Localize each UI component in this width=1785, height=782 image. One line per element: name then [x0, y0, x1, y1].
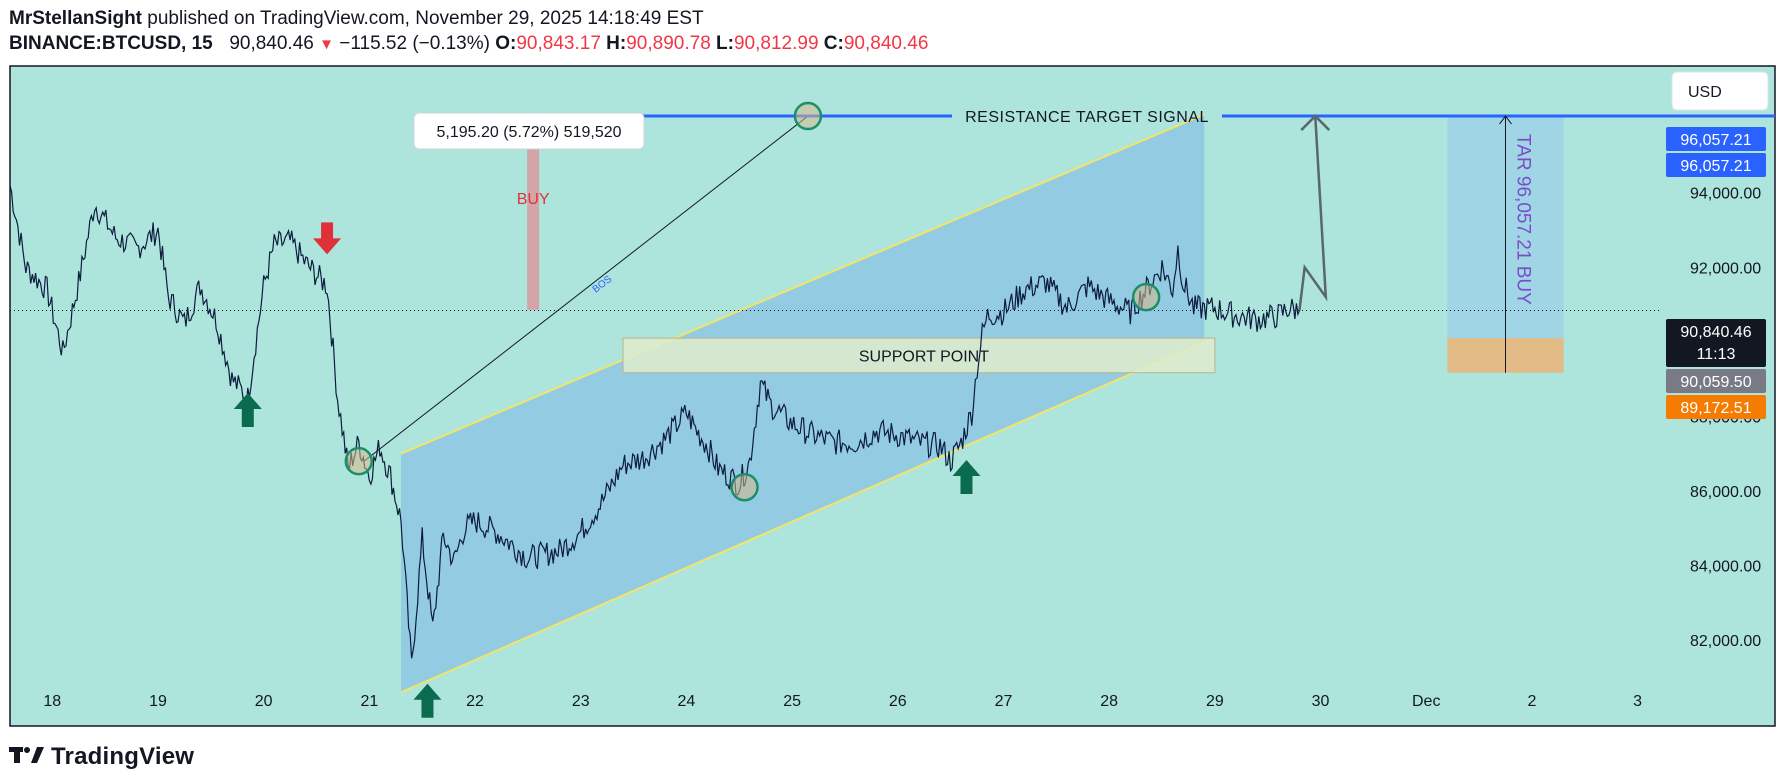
- ascending-channel[interactable]: [401, 114, 1205, 693]
- x-tick-label: 26: [889, 693, 907, 710]
- target-arrowhead: [1499, 115, 1512, 125]
- price-label-1[interactable]: [1666, 127, 1766, 151]
- x-tick-label: 19: [149, 693, 167, 710]
- x-tick-label: 22: [466, 693, 484, 710]
- x-tick-label: 21: [360, 693, 378, 710]
- countdown-text: 11:13: [1697, 346, 1736, 363]
- measure-tooltip: [413, 112, 645, 150]
- price-series-line[interactable]: [9, 185, 1300, 659]
- low-label: L:: [716, 33, 734, 54]
- high-value: 90,890.78: [626, 33, 711, 54]
- x-tick-label: 27: [995, 693, 1013, 710]
- measure-tooltip-text: 5,195.20 (5.72%) 519,520: [436, 124, 621, 141]
- resistance-label: RESISTANCE TARGET SIGNAL: [965, 109, 1209, 126]
- x-tick-label: 23: [572, 693, 590, 710]
- price-label-2[interactable]: [1666, 153, 1766, 177]
- projection-path[interactable]: [1298, 115, 1328, 311]
- up-arrow-icon-0[interactable]: [233, 392, 262, 427]
- up-arrow-icon-1[interactable]: [413, 683, 442, 718]
- bos-line[interactable]: [363, 115, 809, 462]
- symbol-legend: BINANCE:BTCUSD, 15 90,840.46 ▼ −115.52 (…: [9, 33, 928, 55]
- down-arrow-icon-0[interactable]: [313, 222, 342, 255]
- x-tick-label: 30: [1312, 693, 1330, 710]
- swing-circle-3[interactable]: [1131, 282, 1161, 312]
- low-value: 90,812.99: [733, 33, 819, 54]
- price-label-3[interactable]: [1666, 319, 1766, 367]
- y-tick-label: 94,000.00: [1690, 186, 1761, 203]
- y-tick-label: 92,000.00: [1690, 260, 1761, 277]
- open-label: O:: [495, 33, 517, 54]
- up-arrow-icon-2[interactable]: [952, 460, 981, 495]
- close-label: C:: [823, 33, 844, 54]
- support-zone[interactable]: [622, 337, 1216, 374]
- projection-arrowhead: [1300, 114, 1331, 131]
- y-tick-label: 84,000.00: [1690, 559, 1761, 576]
- measure-bar[interactable]: [527, 116, 540, 310]
- tradingview-logo-icon: [9, 744, 45, 772]
- price-label-5[interactable]: [1666, 395, 1766, 419]
- price-change: −115.52 (−0.13%): [339, 33, 490, 54]
- swing-circle-0[interactable]: [344, 446, 374, 476]
- currency-button[interactable]: [1671, 71, 1769, 111]
- last-price: 90,840.46: [229, 33, 314, 54]
- target-label: TAR 96,057.21 BUY: [1512, 134, 1533, 305]
- x-tick-label: 24: [678, 693, 696, 710]
- x-tick-label: 3: [1633, 693, 1642, 710]
- price-label-text-1: 96,057.21: [1680, 132, 1751, 149]
- y-tick-label: 82,000.00: [1690, 633, 1761, 650]
- price-label-text-3: 90,840.46: [1680, 324, 1751, 341]
- y-tick-label: 86,000.00: [1690, 484, 1761, 501]
- down-triangle-icon: ▼: [319, 36, 334, 53]
- open-value: 90,843.17: [516, 33, 601, 54]
- measure-buy-label: BUY: [517, 191, 550, 208]
- currency-label: USD: [1688, 84, 1722, 101]
- support-zone-label: SUPPORT POINT: [859, 348, 989, 365]
- x-tick-label: Dec: [1412, 693, 1440, 710]
- x-tick-label: 25: [783, 693, 801, 710]
- tradingview-logo[interactable]: TradingView: [9, 743, 194, 772]
- price-label-text-2: 96,057.21: [1680, 158, 1751, 175]
- price-label-text-4: 90,059.50: [1680, 374, 1751, 391]
- x-tick-label: 28: [1100, 693, 1118, 710]
- swing-circle-2[interactable]: [730, 472, 759, 502]
- price-label-text-5: 89,172.51: [1680, 400, 1751, 417]
- x-tick-label: 2: [1527, 693, 1536, 710]
- x-tick-label: 29: [1206, 693, 1224, 710]
- x-tick-label: 18: [43, 693, 61, 710]
- x-tick-label: 20: [255, 693, 273, 710]
- swing-circle-1[interactable]: [793, 101, 823, 131]
- price-label-4[interactable]: [1666, 369, 1766, 393]
- channel-lower-line[interactable]: [400, 340, 1205, 694]
- close-value: 90,840.46: [843, 33, 929, 54]
- symbol-name[interactable]: BINANCE:BTCUSD, 15: [9, 33, 213, 54]
- brand-name: TradingView: [51, 743, 195, 770]
- published-text: published on TradingView.com, November 2…: [147, 8, 704, 29]
- channel-upper-line[interactable]: [400, 113, 1205, 455]
- author-name[interactable]: MrStellanSight: [9, 8, 143, 29]
- high-label: H:: [606, 33, 627, 54]
- publish-info: MrStellanSight published on TradingView.…: [9, 8, 704, 30]
